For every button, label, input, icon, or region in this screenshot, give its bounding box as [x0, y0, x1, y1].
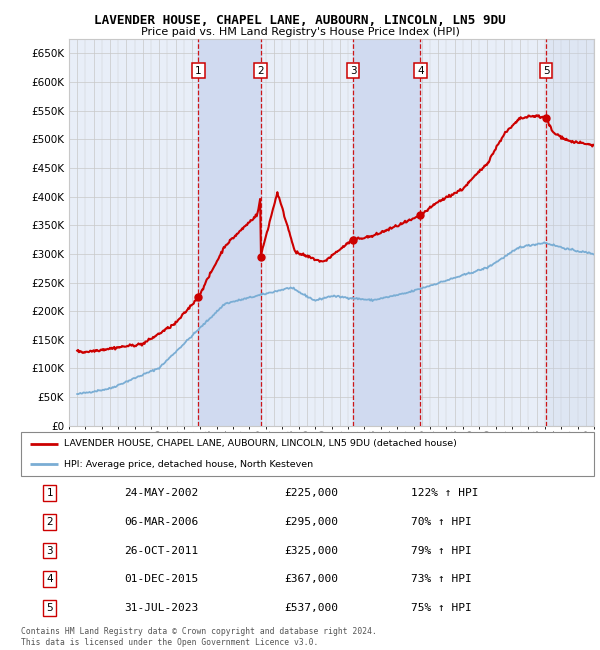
Text: £295,000: £295,000 — [284, 517, 338, 527]
Bar — [199, 39, 260, 426]
Text: 4: 4 — [417, 66, 424, 75]
Bar — [546, 39, 594, 426]
Text: £367,000: £367,000 — [284, 574, 338, 584]
Text: 3: 3 — [350, 66, 356, 75]
Text: Contains HM Land Registry data © Crown copyright and database right 2024.
This d: Contains HM Land Registry data © Crown c… — [21, 627, 377, 647]
Text: 2: 2 — [257, 66, 264, 75]
Text: 5: 5 — [543, 66, 550, 75]
Text: 73% ↑ HPI: 73% ↑ HPI — [410, 574, 472, 584]
Text: LAVENDER HOUSE, CHAPEL LANE, AUBOURN, LINCOLN, LN5 9DU: LAVENDER HOUSE, CHAPEL LANE, AUBOURN, LI… — [94, 14, 506, 27]
Text: 122% ↑ HPI: 122% ↑ HPI — [410, 488, 478, 499]
Text: £225,000: £225,000 — [284, 488, 338, 499]
Text: 4: 4 — [46, 574, 53, 584]
Text: HPI: Average price, detached house, North Kesteven: HPI: Average price, detached house, Nort… — [64, 460, 313, 469]
Text: 3: 3 — [46, 545, 53, 556]
Text: 31-JUL-2023: 31-JUL-2023 — [124, 603, 199, 613]
Text: LAVENDER HOUSE, CHAPEL LANE, AUBOURN, LINCOLN, LN5 9DU (detached house): LAVENDER HOUSE, CHAPEL LANE, AUBOURN, LI… — [64, 439, 457, 448]
Text: 06-MAR-2006: 06-MAR-2006 — [124, 517, 199, 527]
Text: 24-MAY-2002: 24-MAY-2002 — [124, 488, 199, 499]
Text: 5: 5 — [46, 603, 53, 613]
Text: 26-OCT-2011: 26-OCT-2011 — [124, 545, 199, 556]
Text: 70% ↑ HPI: 70% ↑ HPI — [410, 517, 472, 527]
Bar — [546, 39, 594, 426]
Text: £537,000: £537,000 — [284, 603, 338, 613]
Text: 01-DEC-2015: 01-DEC-2015 — [124, 574, 199, 584]
Text: 75% ↑ HPI: 75% ↑ HPI — [410, 603, 472, 613]
FancyBboxPatch shape — [21, 432, 594, 476]
Text: Price paid vs. HM Land Registry's House Price Index (HPI): Price paid vs. HM Land Registry's House … — [140, 27, 460, 37]
Bar — [353, 39, 421, 426]
Text: 1: 1 — [195, 66, 202, 75]
Text: 79% ↑ HPI: 79% ↑ HPI — [410, 545, 472, 556]
Text: 1: 1 — [46, 488, 53, 499]
Text: 2: 2 — [46, 517, 53, 527]
Text: £325,000: £325,000 — [284, 545, 338, 556]
